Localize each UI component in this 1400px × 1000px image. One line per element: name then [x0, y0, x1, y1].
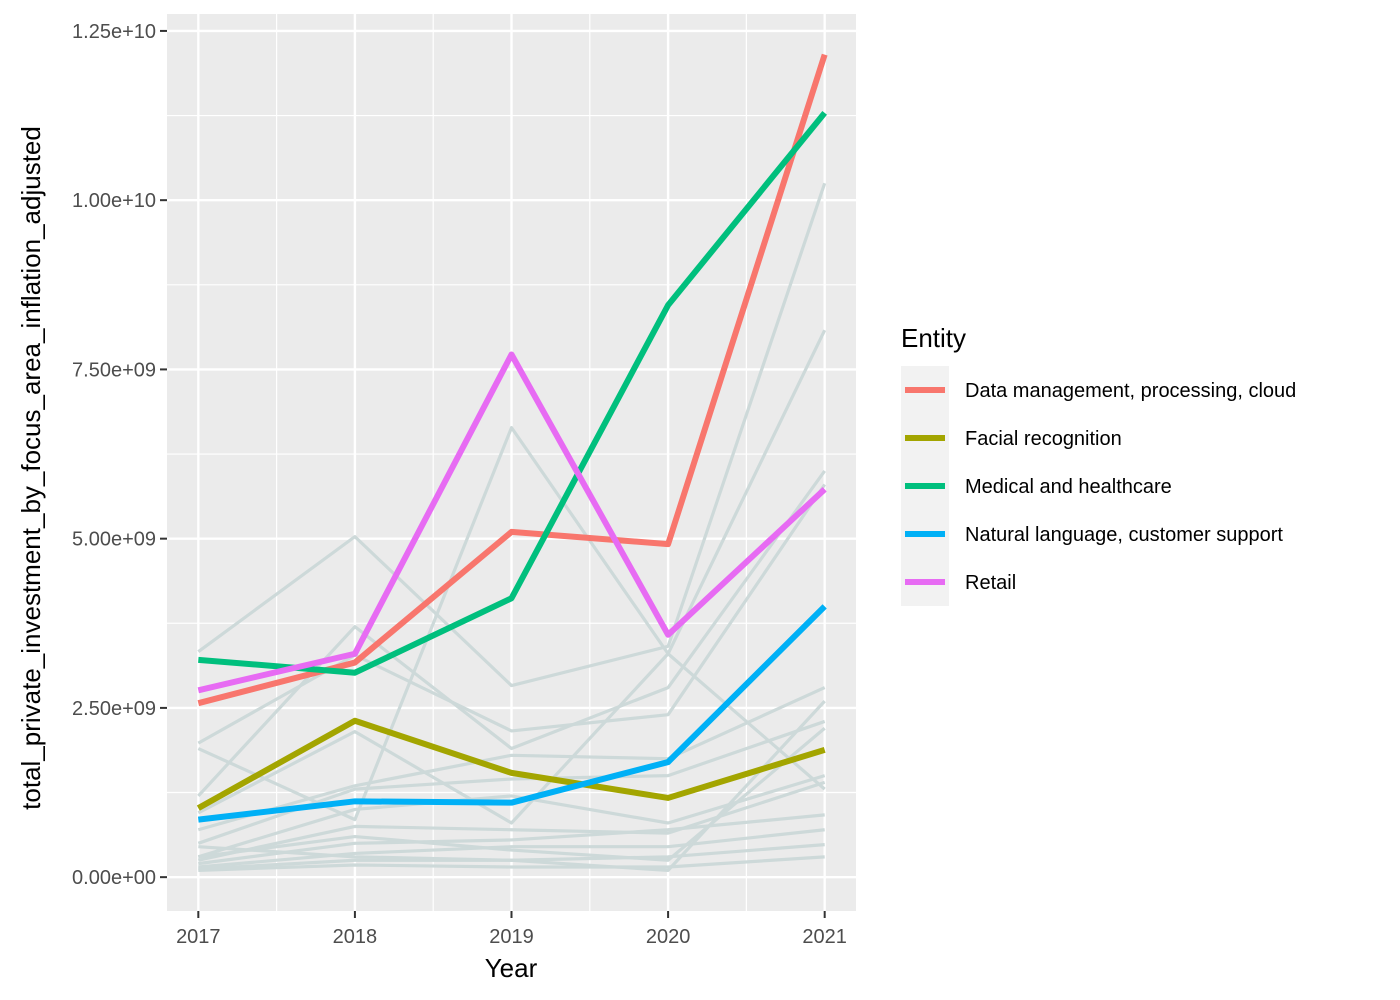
- legend: Entity Data management, processing, clou…: [901, 323, 1296, 606]
- legend-label: Medical and healthcare: [965, 476, 1172, 498]
- x-tick-label: 2020: [646, 926, 691, 948]
- background-series-line: [197, 652, 826, 825]
- series-line: [197, 351, 827, 694]
- x-axis-title: Year: [485, 953, 538, 983]
- legend-title: Entity: [901, 323, 966, 353]
- legend-label: Data management, processing, cloud: [965, 380, 1296, 402]
- highlighted-series-lines: [196, 53, 828, 823]
- y-tick-label: 2.50e+09: [72, 698, 156, 720]
- x-tick-label: 2017: [176, 926, 221, 948]
- y-axis: 0.00e+00 2.50e+09 5.00e+09 7.50e+09 1.00e+10…: [72, 21, 167, 889]
- series-line: [197, 604, 827, 823]
- y-tick-label: 1.00e+10: [72, 190, 156, 212]
- background-series-line: [197, 483, 827, 745]
- legend-label: Retail: [965, 572, 1016, 594]
- legend-label: Facial recognition: [965, 428, 1122, 450]
- background-series-line: [197, 774, 826, 859]
- x-tick-label: 2019: [489, 926, 534, 948]
- background-series-line: [197, 182, 827, 688]
- x-tick-label: 2018: [333, 926, 378, 948]
- background-series-lines: [197, 182, 827, 872]
- background-series-line: [198, 700, 826, 872]
- y-tick-label: 0.00e+00: [72, 867, 156, 889]
- y-tick-label: 1.25e+10: [72, 21, 156, 43]
- x-tick-label: 2021: [802, 926, 847, 948]
- background-series-line: [198, 855, 825, 872]
- y-axis-title: total_private_investment_by_focus_area_i…: [16, 126, 46, 810]
- background-series-line: [198, 813, 825, 866]
- series-line: [197, 53, 828, 707]
- series-line: [196, 717, 826, 811]
- y-tick-label: 7.50e+09: [72, 359, 156, 381]
- legend-label: Natural language, customer support: [965, 524, 1283, 546]
- background-series-line: [198, 828, 825, 869]
- y-tick-label: 5.00e+09: [72, 529, 156, 551]
- background-series-line: [197, 329, 827, 822]
- x-axis: 2017 2018 2019 2020 2021: [176, 911, 847, 948]
- background-series-line: [197, 686, 826, 832]
